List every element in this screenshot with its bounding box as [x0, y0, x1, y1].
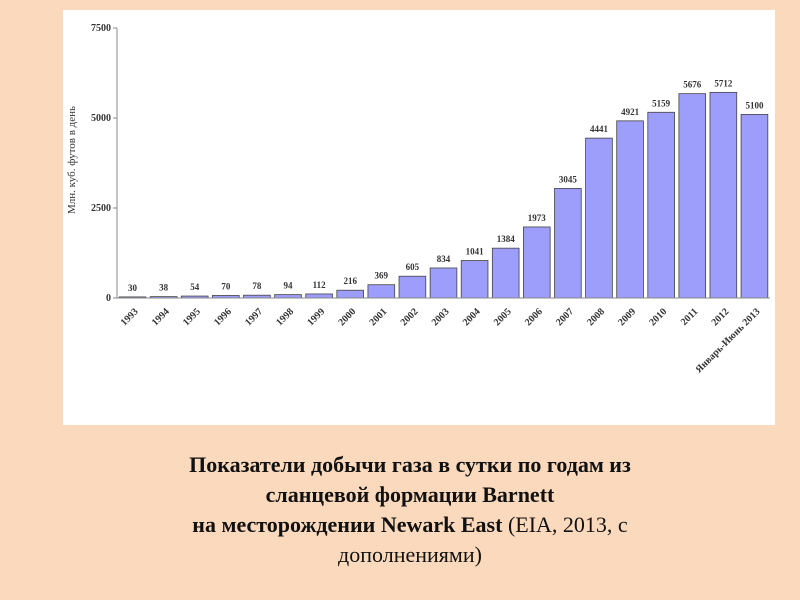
x-tick-label: 2010: [647, 306, 669, 328]
caption-source: (EIA, 2013, с дополнениями): [338, 512, 628, 567]
value-label: 38: [159, 283, 169, 293]
value-label: 5100: [745, 100, 764, 110]
x-tick-label: 2005: [492, 306, 514, 328]
bar: [523, 226, 551, 299]
x-tick-label: 2007: [554, 306, 576, 328]
value-label: 605: [406, 262, 420, 272]
value-label: 112: [313, 280, 327, 290]
bar: [678, 93, 707, 299]
bar: [398, 275, 427, 299]
value-label: 4441: [590, 124, 609, 134]
caption-line: на месторождении Newark East: [192, 512, 503, 537]
value-label: 3045: [559, 174, 578, 184]
x-tick-label: 2008: [585, 306, 607, 328]
x-tick-label: 1993: [119, 306, 141, 328]
value-label: 1041: [466, 247, 485, 257]
value-label: 1973: [528, 213, 547, 223]
value-label: 4921: [621, 107, 640, 117]
bar: [491, 247, 520, 299]
value-label: 30: [128, 283, 138, 293]
value-label: 1384: [497, 234, 516, 244]
y-axis-label: Млн. куб. футов в день: [66, 106, 78, 214]
x-tick-label: 2006: [523, 306, 545, 328]
chart: Млн. куб. футов в день 0 2500 5000 7500 30 19…: [63, 10, 775, 425]
value-label: 5159: [652, 98, 671, 108]
value-label: 369: [375, 271, 389, 281]
value-label: 78: [252, 281, 262, 291]
bar: [709, 91, 738, 299]
x-tick-label: 1995: [181, 306, 203, 328]
x-tick-label: 1997: [243, 306, 265, 328]
y-tick-label: 7500: [91, 23, 111, 34]
bar: [429, 267, 458, 299]
x-tick-label: 1998: [274, 306, 296, 328]
x-tick-label: 2012: [710, 306, 732, 328]
value-label: 5676: [683, 80, 702, 90]
x-tick-label: 2002: [399, 306, 421, 328]
x-tick-label: 2001: [368, 306, 390, 328]
caption-line: сланцевой формации Barnett: [265, 482, 555, 507]
x-tick-label: 2004: [461, 306, 483, 328]
y-tick-label: 5000: [91, 113, 111, 124]
x-tick-label: 1996: [212, 306, 234, 328]
value-label: 70: [221, 281, 231, 291]
x-tick-label: 2011: [679, 306, 701, 328]
value-label: 54: [190, 282, 200, 292]
x-tick-label: 2009: [616, 306, 638, 328]
bar: [336, 289, 364, 299]
caption: Показатели добычи газа в сутки по годам …: [130, 450, 690, 570]
caption-line: Показатели добычи газа в сутки по годам …: [189, 452, 631, 477]
bar: [367, 284, 396, 299]
y-tick-label: 2500: [91, 203, 111, 214]
bar: [305, 293, 333, 299]
x-tick-label: 1999: [305, 306, 327, 328]
bar: [554, 187, 582, 299]
value-label: 5712: [714, 78, 733, 88]
bar: [585, 137, 613, 299]
bar: [616, 120, 644, 299]
bar: [274, 294, 302, 299]
value-label: 834: [437, 254, 451, 264]
bar: [647, 111, 675, 299]
value-label: 216: [343, 276, 357, 286]
x-tick-label: 2003: [430, 306, 452, 328]
x-tick-label: 1994: [150, 306, 172, 328]
y-tick-label: 0: [106, 293, 111, 304]
bar: [460, 260, 489, 299]
bar: [740, 114, 769, 299]
value-label: 94: [284, 281, 294, 291]
x-tick-label: 2000: [336, 306, 358, 328]
